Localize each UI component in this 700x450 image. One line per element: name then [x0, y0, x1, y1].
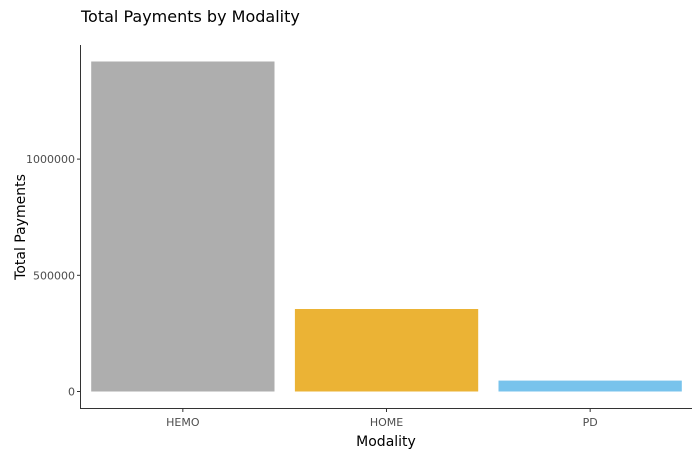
- bar-home: [294, 309, 479, 392]
- y-tick-label: 500000: [33, 269, 75, 282]
- x-axis-ticks: HEMO HOME PD: [166, 408, 598, 429]
- x-tick-label: HEMO: [166, 416, 200, 429]
- bar-pd: [498, 380, 682, 392]
- x-axis-title: Modality: [356, 434, 416, 450]
- x-tick-label: PD: [583, 416, 598, 429]
- y-tick-label: 0: [68, 386, 75, 399]
- chart-title: Total Payments by Modality: [80, 7, 300, 26]
- y-axis-title: Total Payments: [13, 174, 29, 281]
- y-tick-label: 1000000: [26, 153, 75, 166]
- y-axis-ticks: 0 500000 1000000: [26, 153, 81, 399]
- bar-hemo: [91, 61, 275, 392]
- bars-group: [91, 61, 682, 392]
- x-tick-label: HOME: [370, 416, 403, 429]
